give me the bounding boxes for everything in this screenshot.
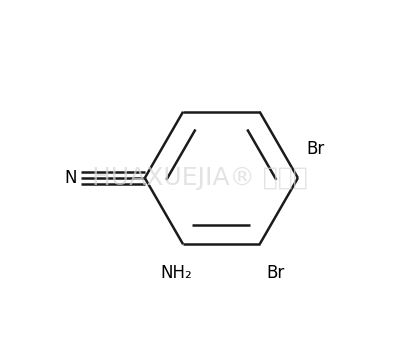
Text: Br: Br <box>267 264 285 282</box>
Text: N: N <box>65 169 77 187</box>
Text: HUAXUEJIA® 化学加: HUAXUEJIA® 化学加 <box>92 166 308 190</box>
Text: Br: Br <box>307 140 325 158</box>
Text: NH₂: NH₂ <box>160 264 192 282</box>
